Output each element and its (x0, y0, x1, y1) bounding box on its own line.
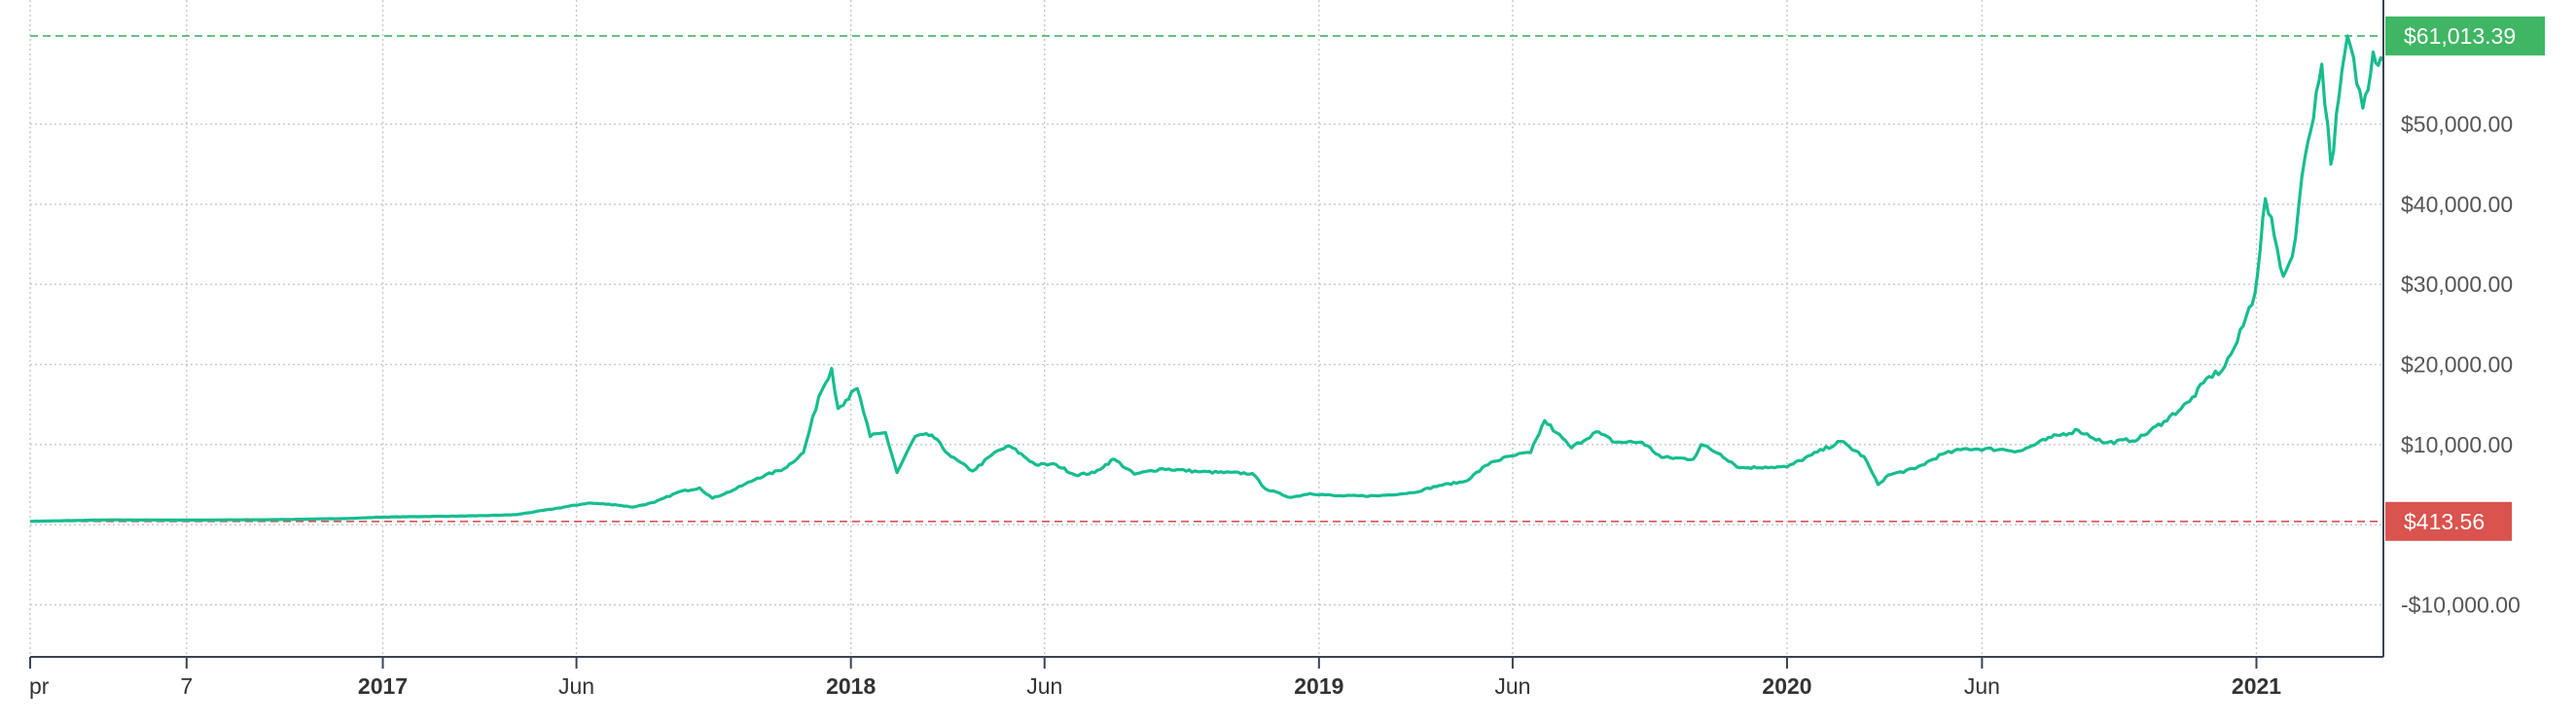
low-price-badge (2385, 501, 2512, 541)
x-axis-tick-labels: pr 7 2017 Jun 2018 Jun 2019 Jun 2020 Jun 2021 (29, 657, 2281, 699)
y-tick-label: $10,000.00 (2401, 432, 2513, 457)
x-tick-label: 7 (180, 673, 193, 699)
x-tick-label: 2017 (358, 673, 408, 699)
low-price-label: $413.56 (2404, 509, 2485, 534)
y-tick-label: $20,000.00 (2401, 352, 2513, 378)
x-tick-label: Jun (558, 673, 594, 699)
price-markers: $61,013.39 $413.56 (2385, 16, 2545, 541)
y-tick-label: $40,000.00 (2401, 192, 2513, 217)
x-tick-label: pr (29, 673, 50, 699)
x-tick-label: 2019 (1294, 673, 1343, 699)
reference-lines (30, 35, 2383, 523)
x-tick-label: Jun (1494, 673, 1530, 699)
price-series-line[interactable] (30, 34, 2385, 524)
x-tick-label: Jun (1026, 673, 1062, 699)
axes (30, 0, 2384, 658)
grid (29, 0, 2383, 657)
high-price-badge (2385, 16, 2545, 55)
y-tick-label: $30,000.00 (2401, 272, 2513, 297)
x-tick-label: 2020 (1762, 673, 1811, 699)
x-tick-label: Jun (1964, 673, 2000, 699)
y-tick-label: $50,000.00 (2401, 112, 2513, 137)
high-price-label: $61,013.39 (2404, 23, 2516, 49)
x-tick-label: 2018 (826, 673, 876, 699)
y-tick-label: -$10,000.00 (2401, 592, 2521, 617)
x-tick-label: 2021 (2232, 673, 2281, 699)
